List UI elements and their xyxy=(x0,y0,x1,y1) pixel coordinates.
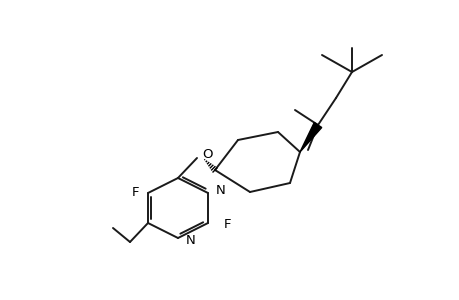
Text: N: N xyxy=(185,233,196,247)
Text: F: F xyxy=(131,185,139,199)
Text: O: O xyxy=(202,148,212,161)
Text: N: N xyxy=(216,184,225,197)
Text: F: F xyxy=(224,218,231,230)
Polygon shape xyxy=(299,122,321,152)
